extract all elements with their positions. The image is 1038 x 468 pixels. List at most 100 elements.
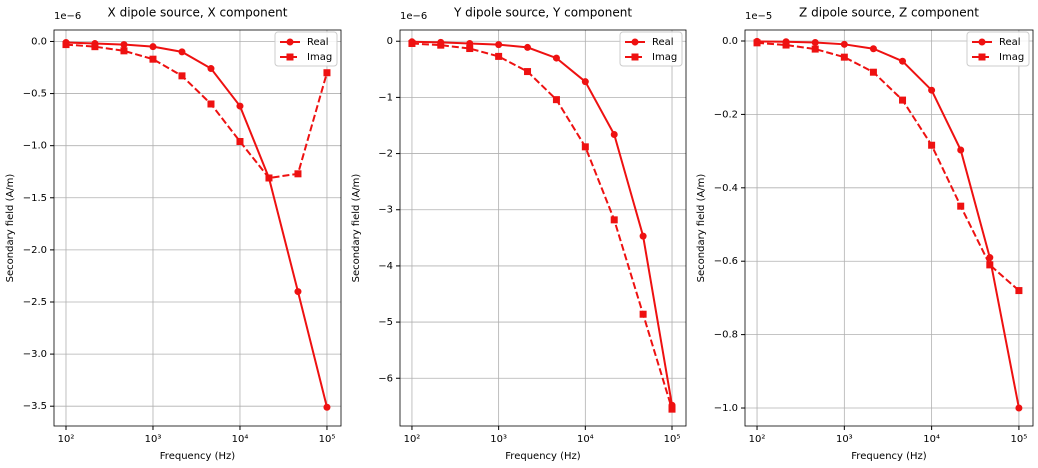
axis-offset: 1e−5 — [745, 11, 772, 22]
y-tick-label: −3.0 — [23, 349, 47, 360]
marker — [753, 39, 761, 47]
marker — [610, 130, 618, 138]
marker — [899, 57, 907, 65]
marker — [581, 78, 589, 86]
axis-offset: 1e−6 — [400, 11, 427, 22]
marker — [323, 403, 331, 411]
marker — [91, 43, 99, 51]
y-tick-label: −4 — [378, 261, 393, 272]
x-tick-label: 10⁴ — [577, 434, 594, 445]
chart-title: Y dipole source, Y component — [453, 6, 632, 20]
marker — [811, 45, 819, 53]
marker — [610, 216, 618, 224]
y-tick-label: −0.5 — [23, 89, 47, 100]
series-line — [756, 41, 1020, 292]
marker — [178, 48, 186, 56]
y-tick-label: −6 — [378, 373, 393, 384]
series-line — [65, 41, 328, 408]
y-tick-label: −0.4 — [714, 183, 738, 194]
marker — [294, 170, 302, 178]
y-tick-label: −5 — [378, 317, 393, 328]
x-axis-label: Frequency (Hz) — [160, 451, 236, 462]
series-line — [411, 40, 673, 406]
x-axis-label: Frequency (Hz) — [851, 451, 927, 462]
marker — [782, 41, 790, 49]
y-axis-label: Secondary field (A/m) — [351, 174, 362, 283]
series-line — [65, 43, 328, 180]
marker — [408, 39, 416, 47]
marker — [1015, 287, 1023, 295]
legend-label: Real — [999, 37, 1021, 48]
marker — [207, 100, 215, 108]
y-tick-label: −2.5 — [23, 297, 47, 308]
marker — [957, 146, 965, 154]
legend-entry: Real — [625, 37, 674, 48]
y-tick-label: −1.0 — [23, 141, 47, 152]
series-line — [411, 42, 673, 410]
x-tick-label: 10⁵ — [319, 434, 336, 445]
marker — [437, 41, 445, 49]
y-tick-label: −2 — [378, 149, 393, 160]
marker — [286, 38, 294, 46]
y-axis-label: Secondary field (A/m) — [696, 174, 707, 283]
chart-title: Z dipole source, Z component — [799, 6, 979, 20]
chart-title: X dipole source, X component — [108, 6, 288, 20]
y-tick-label: 0.0 — [722, 36, 738, 47]
plot-frame — [399, 29, 687, 427]
marker — [236, 102, 244, 110]
marker — [552, 96, 560, 104]
legend-entry: Real — [972, 37, 1021, 48]
x-tick-label: 10⁴ — [923, 434, 940, 445]
marker — [149, 55, 157, 63]
marker — [581, 143, 589, 151]
marker — [840, 40, 848, 48]
marker — [178, 72, 186, 80]
x-tick-label: 10³ — [145, 434, 162, 445]
marker — [62, 41, 70, 49]
legend-label: Imag — [307, 52, 332, 63]
legend-entry: Real — [280, 37, 329, 48]
x-tick-label: 10⁵ — [1011, 434, 1028, 445]
marker — [631, 38, 639, 46]
y-tick-label: −0.6 — [714, 256, 738, 267]
legend-label: Imag — [652, 52, 677, 63]
x-tick-label: 10⁴ — [232, 434, 249, 445]
y-tick-label: −0.8 — [714, 330, 738, 341]
x-axis-label: Frequency (Hz) — [505, 451, 581, 462]
marker — [323, 69, 331, 77]
marker — [294, 288, 302, 296]
legend-label: Imag — [999, 52, 1024, 63]
legend-label: Real — [652, 37, 674, 48]
axis-offset: 1e−6 — [54, 11, 81, 22]
marker — [1015, 404, 1023, 412]
x-tick-label: 10⁵ — [664, 434, 681, 445]
x-tick-label: 10² — [58, 434, 75, 445]
marker — [986, 261, 994, 269]
marker — [149, 43, 157, 51]
x-tick-label: 10³ — [836, 434, 853, 445]
legend-entry: Imag — [280, 52, 332, 63]
legend-entry: Imag — [972, 52, 1024, 63]
marker — [957, 202, 965, 210]
marker — [869, 68, 877, 76]
legend-label: Real — [307, 37, 329, 48]
marker — [120, 47, 128, 55]
marker — [869, 45, 877, 53]
legend-entry: Imag — [625, 52, 677, 63]
marker — [639, 232, 647, 240]
y-tick-label: −1 — [378, 92, 393, 103]
marker — [928, 86, 936, 94]
y-tick-label: −3 — [378, 205, 393, 216]
marker — [207, 65, 215, 73]
marker — [524, 68, 532, 76]
y-tick-label: −2.0 — [23, 245, 47, 256]
y-tick-label: −3.5 — [23, 401, 47, 412]
y-tick-label: 0 — [387, 36, 393, 47]
y-axis-label: Secondary field (A/m) — [5, 174, 16, 283]
y-tick-label: −1.5 — [23, 193, 47, 204]
series-line — [757, 40, 1020, 409]
marker — [811, 38, 819, 46]
y-tick-label: −1.0 — [714, 403, 738, 414]
x-tick-label: 10² — [404, 434, 421, 445]
